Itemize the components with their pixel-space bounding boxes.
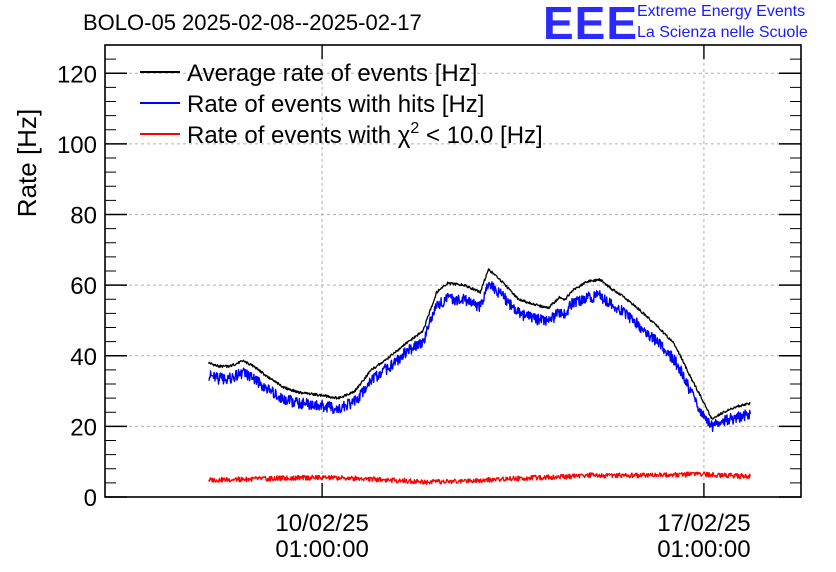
y-tick-label: 40 xyxy=(70,344,97,371)
chart-title: BOLO-05 2025-02-08--2025-02-17 xyxy=(83,10,422,35)
y-tick-label: 60 xyxy=(70,273,97,300)
series-line-3 xyxy=(208,471,751,485)
y-tick-label: 0 xyxy=(84,485,97,512)
eee-logo: EEE xyxy=(543,0,639,49)
series-layer xyxy=(208,268,751,485)
y-tick-label: 100 xyxy=(57,132,97,159)
axes: 02040608010012010/02/2501:00:0017/02/250… xyxy=(57,44,801,563)
logo-line-2: La Scienza nelle Scuole xyxy=(637,24,808,41)
y-tick-label: 20 xyxy=(70,414,97,441)
x-tick-date: 10/02/25 xyxy=(275,510,368,537)
y-tick-label: 80 xyxy=(70,203,97,230)
series-line-2 xyxy=(208,281,751,432)
x-tick-time: 01:00:00 xyxy=(275,536,368,563)
x-tick-date: 17/02/25 xyxy=(657,510,750,537)
series-line-1 xyxy=(208,268,751,420)
logo-line-1: Extreme Energy Events xyxy=(637,3,806,20)
y-tick-label: 120 xyxy=(57,61,97,88)
y-axis-label: Rate [Hz] xyxy=(12,109,42,217)
legend-label: Rate of events with hits [Hz] xyxy=(187,91,484,118)
x-tick-time: 01:00:00 xyxy=(657,536,750,563)
legend-label: Average rate of events [Hz] xyxy=(187,60,477,87)
legend-label: Rate of events with χ2 < 10.0 [Hz] xyxy=(187,120,543,149)
legend: Average rate of events [Hz] Rate of event… xyxy=(140,60,543,149)
